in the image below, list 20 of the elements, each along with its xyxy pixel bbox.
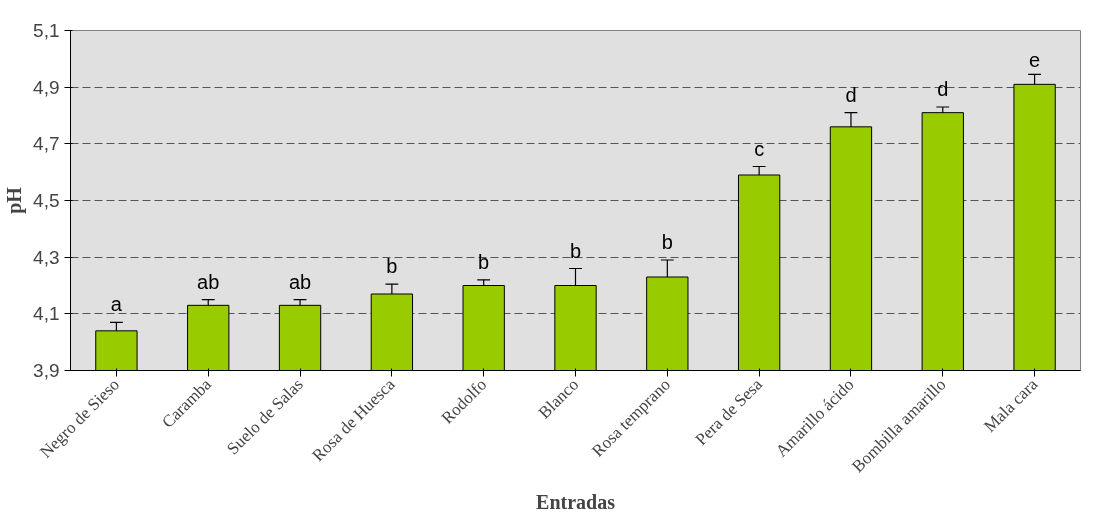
y-tick-label: 4,1 xyxy=(33,303,60,325)
annotation: b xyxy=(569,239,582,262)
y-axis-title: pH xyxy=(3,186,27,214)
annotation: ab xyxy=(197,270,220,293)
annotation: d xyxy=(845,83,857,106)
y-tick-label: 4,3 xyxy=(33,246,60,268)
annotation: ab xyxy=(288,270,312,293)
y-tick-label: 4,5 xyxy=(33,190,60,211)
y-tick-label: 4,7 xyxy=(33,133,60,155)
y-tick-label: 4,9 xyxy=(33,76,60,98)
x-tick-label: Pera de Sesa xyxy=(691,374,767,449)
annotation: a xyxy=(110,293,123,316)
y-tick-label: 5,1 xyxy=(33,20,60,41)
annotation: c xyxy=(754,137,765,160)
annotation: b xyxy=(661,231,673,253)
annotation: e xyxy=(1029,49,1041,72)
x-axis-title: Entradas xyxy=(536,490,616,513)
y-tick-label: 3,9 xyxy=(33,360,60,381)
annotation: d xyxy=(937,78,949,100)
annotation: b xyxy=(386,255,398,278)
